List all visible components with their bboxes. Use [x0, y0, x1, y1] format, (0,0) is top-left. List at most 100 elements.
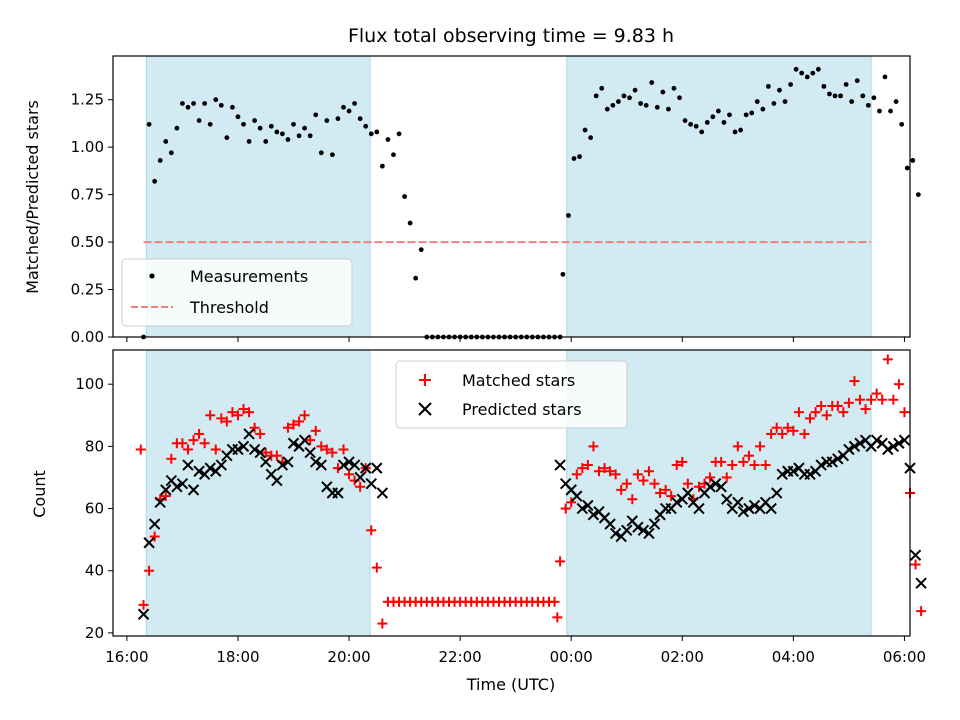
matched-stars-point: [577, 463, 588, 474]
matched-stars-point: [721, 472, 732, 483]
bottom-legend-box: [395, 360, 628, 429]
matched-stars-point: [232, 410, 243, 421]
measurement-point: [318, 150, 324, 156]
predicted-stars-point: [176, 477, 189, 490]
top-x-ticks: [126, 337, 905, 342]
matched-stars-point: [249, 422, 260, 433]
matched-stars-point: [135, 444, 146, 455]
matched-stars-point: [649, 478, 660, 489]
measurement-point: [643, 102, 649, 108]
matched-stars-point: [288, 419, 299, 430]
matched-stars-point: [610, 469, 621, 480]
matched-stars-point: [749, 460, 760, 471]
matched-stars-point: [205, 410, 216, 421]
predicted-stars-point: [621, 524, 633, 537]
matched-stars-point: [882, 354, 893, 365]
matched-stars-point: [716, 456, 727, 467]
matched-stars-point: [366, 525, 377, 536]
predicted-stars-point: [909, 549, 922, 561]
predicted-stars-point: [682, 487, 694, 499]
measurement-point: [357, 116, 363, 122]
matched-stars-point: [732, 441, 743, 452]
measurement-point: [385, 137, 391, 142]
measurement-point: [832, 93, 838, 99]
matched-stars-point: [766, 428, 777, 439]
matched-stars-point: [621, 478, 632, 489]
matched-stars-point: [893, 379, 904, 390]
measurement-point: [827, 91, 832, 97]
predicted-stars-point: [282, 456, 294, 468]
measurement-point: [771, 101, 777, 106]
measurement-point: [168, 150, 174, 156]
measurement-point: [185, 104, 191, 110]
measurement-point: [610, 102, 616, 108]
measurement-point: [252, 118, 258, 123]
matched-stars-point: [782, 422, 793, 433]
matched-stars-point: [682, 478, 693, 489]
matched-stars-point: [727, 460, 738, 471]
matched-stars-point: [849, 376, 860, 387]
predicted-stars-point: [304, 446, 316, 459]
predicted-stars-point: [193, 465, 205, 477]
predicted-stars-point: [148, 518, 161, 530]
measurement-point: [202, 101, 208, 106]
matched-stars-point: [344, 469, 355, 480]
matched-stars-point: [632, 469, 643, 480]
matched-stars-points: [135, 354, 927, 629]
measurement-point: [677, 95, 682, 101]
predicted-stars-point: [310, 456, 322, 468]
measurement-point: [268, 123, 274, 129]
matched-stars-point: [888, 394, 899, 405]
measurement-point: [893, 99, 899, 104]
matched-stars-point: [194, 428, 205, 439]
x-tick-label: 22:00: [439, 648, 482, 666]
matched-stars-point: [705, 472, 716, 483]
predicted-stars-point: [721, 493, 733, 505]
measurement-point: [163, 139, 169, 144]
predicted-stars-point: [671, 496, 683, 509]
measurement-point: [804, 74, 810, 80]
predicted-stars-point: [365, 477, 377, 490]
measurement-point: [760, 106, 766, 112]
matched-stars-point: [810, 407, 821, 418]
matched-stars-point: [377, 618, 388, 629]
measurement-point: [865, 102, 871, 108]
predicted-stars-point: [204, 462, 216, 474]
measurement-point: [843, 82, 849, 87]
x-tick-label: 18:00: [216, 648, 259, 666]
measurement-point: [810, 70, 816, 76]
predicted-stars-point: [582, 499, 594, 512]
measurement-point: [324, 118, 330, 123]
top-y-ticks: 0.00 0.25 0.50 0.75 1.00 1.25: [71, 91, 113, 346]
matched-stars-point: [588, 441, 599, 452]
measurement-point: [379, 163, 385, 169]
predicted-stars-point: [732, 496, 744, 509]
legend-predicted-marker: [418, 402, 432, 416]
predicted-stars-point: [160, 484, 172, 496]
bottom-x-ticks: 16:00 18:00 20:00 22:00 00:00 02:00 04:00 06:00: [105, 636, 926, 666]
matched-stars-point: [605, 466, 616, 477]
bottom-legend: Matched stars Predicted stars: [395, 360, 628, 429]
bottom-observing-windows: [145, 349, 872, 637]
matched-stars-point: [860, 404, 871, 415]
matched-stars-point: [144, 565, 155, 576]
matched-stars-point: [177, 438, 188, 449]
measurement-point: [588, 135, 594, 141]
measurement-point: [263, 139, 269, 144]
measurement-point: [152, 178, 158, 184]
predicted-stars-point: [770, 487, 783, 499]
measurement-point: [777, 87, 782, 93]
bottom-y-axis-label: Count: [30, 470, 49, 518]
predicted-stars-point: [843, 443, 855, 456]
matched-stars-point: [793, 407, 804, 418]
matched-stars-point: [316, 441, 327, 452]
predicted-stars-point: [187, 484, 200, 496]
matched-stars-point: [160, 491, 171, 502]
measurement-point: [329, 152, 335, 158]
predicted-stars-point: [587, 509, 600, 521]
matched-stars-point: [282, 422, 293, 433]
predicted-stars-point: [893, 437, 905, 449]
matched-stars-point: [138, 599, 149, 610]
top-y-tick-label: 1.00: [71, 138, 104, 156]
